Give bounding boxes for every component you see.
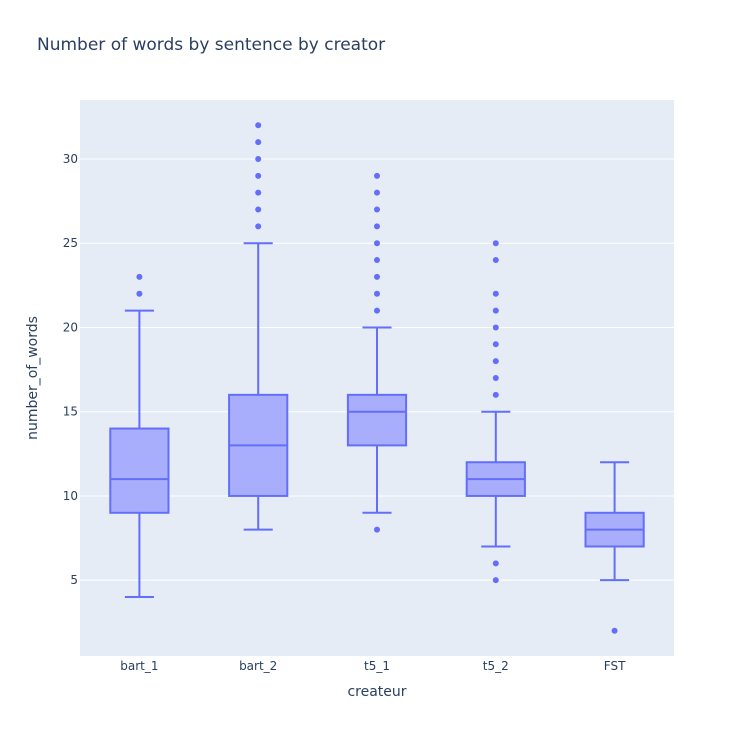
outlier-point-t5_1-23 <box>374 273 380 280</box>
outlier-point-bart_2-29 <box>255 172 262 179</box>
outlier-point-t5_1-22 <box>374 290 380 297</box>
outlier-point-t5_1-21 <box>374 307 380 314</box>
outlier-point-t5_1-8 <box>374 526 380 533</box>
box-t5_1 <box>346 172 408 533</box>
outlier-point-t5_2-24 <box>492 257 499 264</box>
y-tick-20: 20 <box>63 320 78 334</box>
outlier-point-t5_1-28 <box>374 189 380 196</box>
y-tick-25: 25 <box>63 236 78 250</box>
box-t5_2 <box>465 240 526 584</box>
y-tick-5: 5 <box>70 573 78 587</box>
outlier-point-bart_2-26 <box>255 223 262 230</box>
x-tick-t5_2: t5_2 <box>483 659 509 673</box>
box-FST <box>584 461 645 634</box>
outlier-point-bart_2-32 <box>255 122 262 129</box>
x-tick-t5_1: t5_1 <box>364 659 390 673</box>
outlier-point-t5_2-25 <box>492 240 499 247</box>
outlier-point-t5_1-27 <box>374 206 380 213</box>
x-tick-labels: bart_1 bart_2 t5_1 t5_2 FST <box>120 659 626 673</box>
y-tick-15: 15 <box>63 405 78 419</box>
outlier-point-t5_1-25 <box>374 240 380 247</box>
box-bart_2 <box>228 122 289 531</box>
outlier-point-bart_2-27 <box>255 206 262 213</box>
outlier-point-bart_2-28 <box>255 189 262 196</box>
x-axis-title: createur <box>347 684 406 700</box>
chart-title: Number of words by sentence by creator <box>37 35 385 55</box>
outlier-point-t5_1-29 <box>374 172 380 179</box>
outlier-point-bart_1-22 <box>136 290 143 297</box>
outlier-point-bart_2-31 <box>255 139 262 146</box>
outlier-point-t5_1-26 <box>374 223 380 230</box>
outlier-point-FST-2 <box>611 627 618 634</box>
outlier-point-t5_2-19 <box>492 341 499 348</box>
outlier-point-bart_1-23 <box>136 273 143 280</box>
iqr-box-bart_1 <box>109 427 170 514</box>
boxes <box>109 122 645 634</box>
y-tick-10: 10 <box>63 489 78 503</box>
x-tick-bart_2: bart_2 <box>239 659 277 673</box>
box-bart_1 <box>109 273 170 599</box>
y-tick-labels: 5 10 15 20 25 30 <box>63 152 78 587</box>
outlier-point-t5_2-16 <box>492 391 499 398</box>
outlier-point-bart_2-30 <box>255 155 262 162</box>
outlier-point-t5_2-5 <box>492 577 499 584</box>
outlier-point-t5_2-6 <box>492 560 499 567</box>
outlier-point-t5_2-21 <box>492 307 499 314</box>
outlier-point-t5_1-24 <box>374 257 380 264</box>
outlier-point-t5_2-18 <box>492 358 499 365</box>
y-tick-30: 30 <box>63 152 78 166</box>
iqr-box-t5_1 <box>346 393 408 447</box>
outlier-point-t5_2-17 <box>492 375 499 381</box>
outlier-point-t5_2-20 <box>492 324 499 331</box>
y-axis-title: number_of_words <box>25 316 41 440</box>
x-tick-bart_1: bart_1 <box>120 659 158 673</box>
outlier-point-t5_2-22 <box>492 290 499 297</box>
x-tick-FST: FST <box>604 659 626 673</box>
